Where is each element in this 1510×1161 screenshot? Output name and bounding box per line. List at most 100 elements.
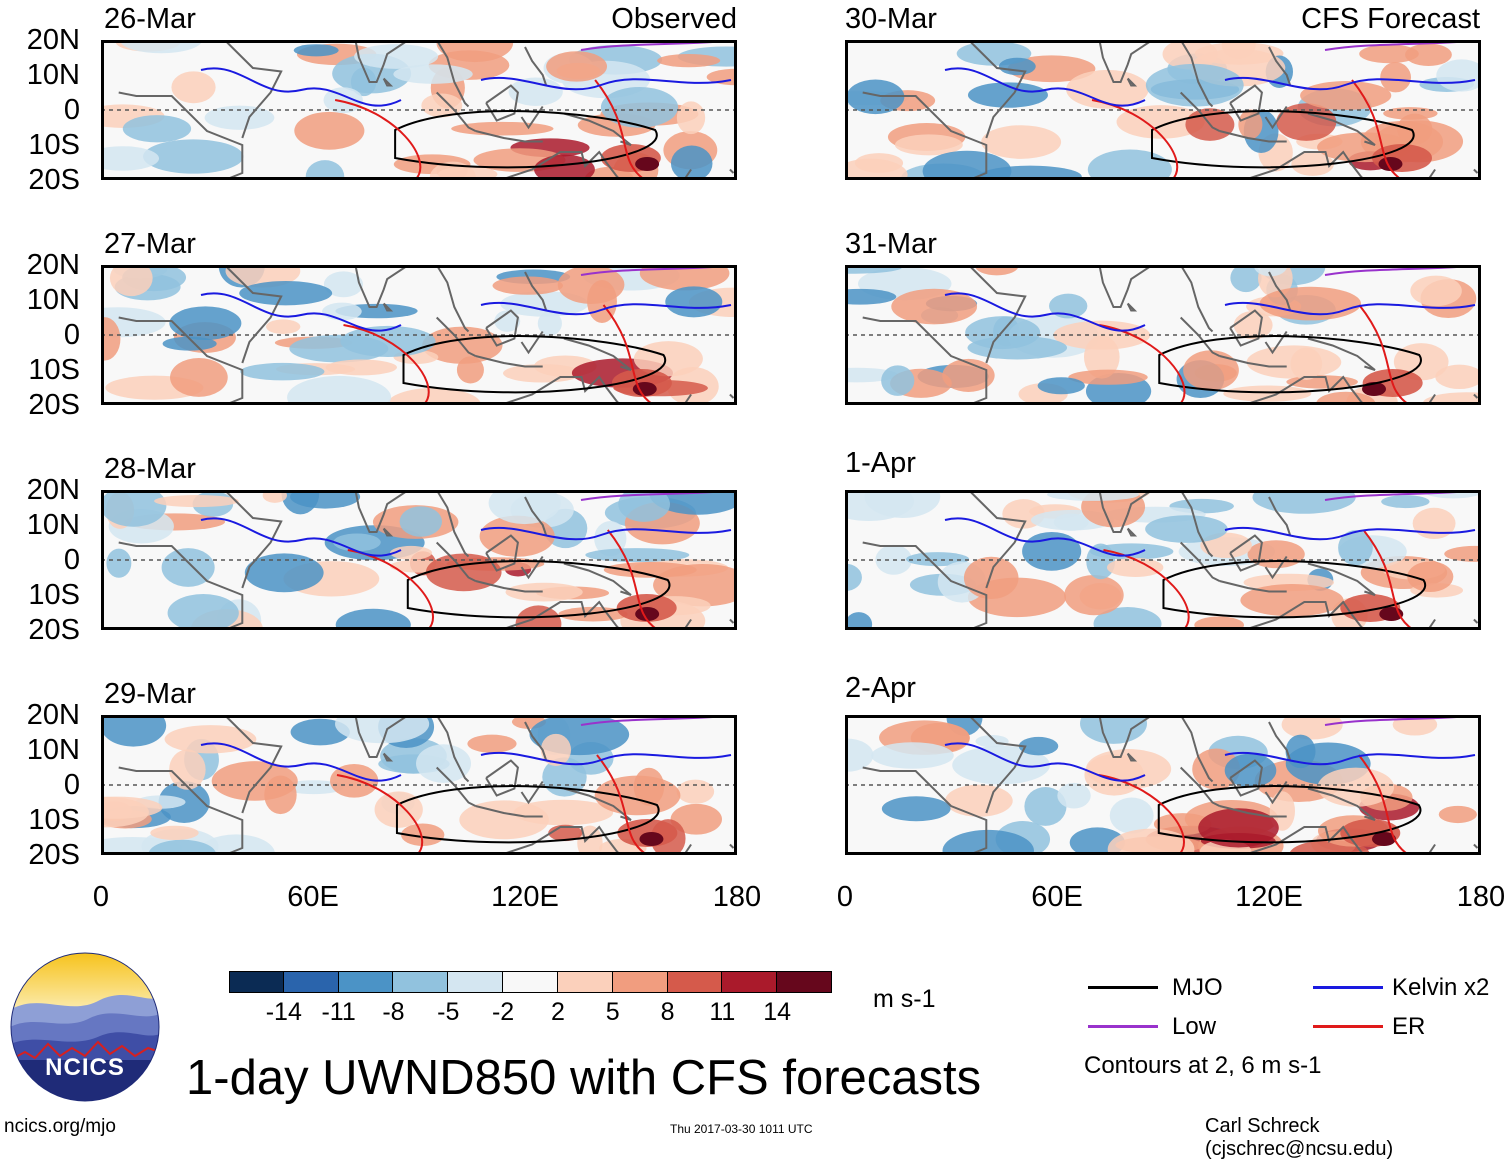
anomaly-blob	[322, 302, 362, 321]
anomaly-blob	[335, 608, 411, 630]
anomaly-blob	[119, 40, 203, 54]
anomaly-blob	[1194, 616, 1244, 630]
coastline	[1243, 825, 1366, 855]
lon-tick: 60E	[1031, 881, 1083, 913]
kelvin-contour	[200, 742, 732, 782]
anomaly-blob	[1037, 377, 1085, 395]
observed-label: Observed	[611, 3, 737, 35]
map-plot	[101, 715, 737, 855]
lat-tick: 0	[63, 769, 80, 801]
colorbar-level: 14	[763, 998, 792, 1026]
anomaly-blob	[891, 288, 978, 325]
coastline	[729, 618, 735, 624]
anomaly-blob	[323, 271, 364, 298]
coastline	[354, 715, 409, 758]
anomaly-blob	[845, 612, 873, 630]
panel-date: 28-Mar	[104, 453, 196, 485]
coastline	[485, 759, 519, 797]
coastline	[485, 309, 519, 347]
kelvin-contour	[944, 67, 1476, 107]
anomaly-blob	[290, 490, 361, 509]
anomaly-blob	[1224, 753, 1277, 788]
anomaly-blob	[557, 265, 625, 305]
logo-text: NCICS	[45, 1054, 125, 1081]
anomaly-blob	[148, 839, 216, 855]
lon-tick: 0	[836, 881, 854, 913]
coastline	[499, 375, 622, 405]
anomaly-blob	[845, 738, 874, 772]
panel-date: 29-Mar	[104, 678, 196, 710]
coastline	[862, 91, 988, 180]
mjo-contour	[1162, 560, 1427, 619]
coastline	[1179, 490, 1214, 558]
map-plot	[845, 715, 1481, 855]
panel-date: 31-Mar	[845, 228, 937, 260]
anomaly-blob	[534, 154, 595, 180]
anomaly-blob	[456, 356, 484, 384]
anomaly-blob	[101, 146, 160, 171]
lat-tick: 10N	[26, 734, 80, 766]
anomaly-blob	[670, 803, 722, 835]
kelvin-contour	[200, 292, 732, 332]
colorbar-level: -11	[321, 998, 356, 1026]
coastline	[1229, 84, 1263, 122]
lat-tick: 0	[63, 319, 80, 351]
coastline	[1179, 91, 1220, 132]
footer-credit: Carl Schreck (cjschrec@ncsu.edu)	[1205, 1115, 1394, 1160]
coastline	[1307, 562, 1376, 596]
legend-label-mjo: MJO	[1172, 974, 1223, 1001]
coastline	[435, 541, 476, 582]
anomaly-blob	[1192, 748, 1241, 790]
anomaly-blob	[399, 506, 443, 537]
lat-tick: 10S	[28, 129, 80, 161]
coastline	[1473, 393, 1479, 399]
anomaly-blob	[881, 796, 951, 822]
anomaly-blob	[492, 276, 563, 295]
anomaly-blob	[846, 79, 905, 115]
anomaly-blob	[845, 490, 915, 521]
coastline	[1179, 265, 1214, 333]
anomaly-blob	[239, 281, 333, 306]
colorbar-swatch	[448, 971, 504, 993]
colorbar-swatch	[557, 971, 613, 993]
anomaly-blob	[1359, 44, 1419, 64]
coastline	[1126, 302, 1138, 312]
panel-date: 27-Mar	[104, 228, 196, 260]
anomaly-blob	[170, 357, 228, 397]
lat-tick: 20S	[28, 614, 80, 646]
anomaly-blob	[952, 745, 1051, 785]
anomaly-blob	[333, 533, 381, 552]
kelvin-contour	[944, 517, 1476, 557]
anomaly-blob	[967, 336, 1068, 360]
anomaly-blob	[294, 111, 365, 150]
coastline	[524, 721, 548, 761]
coastline	[862, 541, 988, 630]
lat-tick: 10S	[28, 804, 80, 836]
coastline	[967, 265, 1027, 364]
coastline	[1098, 490, 1153, 533]
anomaly-blob	[101, 490, 167, 527]
lat-tick: 20N	[26, 699, 80, 731]
coastline	[1268, 721, 1292, 761]
anomaly-blob	[1018, 736, 1059, 756]
coastline	[1219, 805, 1287, 818]
anomaly-blob	[109, 265, 153, 297]
anomaly-blob	[657, 54, 721, 68]
ncics-logo: NCICS	[10, 952, 160, 1102]
anomaly-blob	[1116, 105, 1205, 139]
anomaly-blob	[289, 334, 389, 363]
coastline	[729, 168, 735, 174]
colorbar-level: 8	[660, 998, 675, 1026]
coastline	[382, 302, 394, 312]
coastline	[435, 40, 470, 108]
mjo-contour	[1150, 110, 1415, 169]
coastline	[1307, 787, 1376, 821]
coastline	[435, 265, 470, 333]
lat-tick: 20N	[26, 249, 80, 281]
coastline	[354, 490, 409, 533]
anomaly-blob	[287, 375, 392, 405]
anomaly-blob	[494, 310, 521, 332]
coastline	[1268, 271, 1292, 311]
coastline	[1473, 168, 1479, 174]
anomaly-blob	[204, 105, 275, 130]
